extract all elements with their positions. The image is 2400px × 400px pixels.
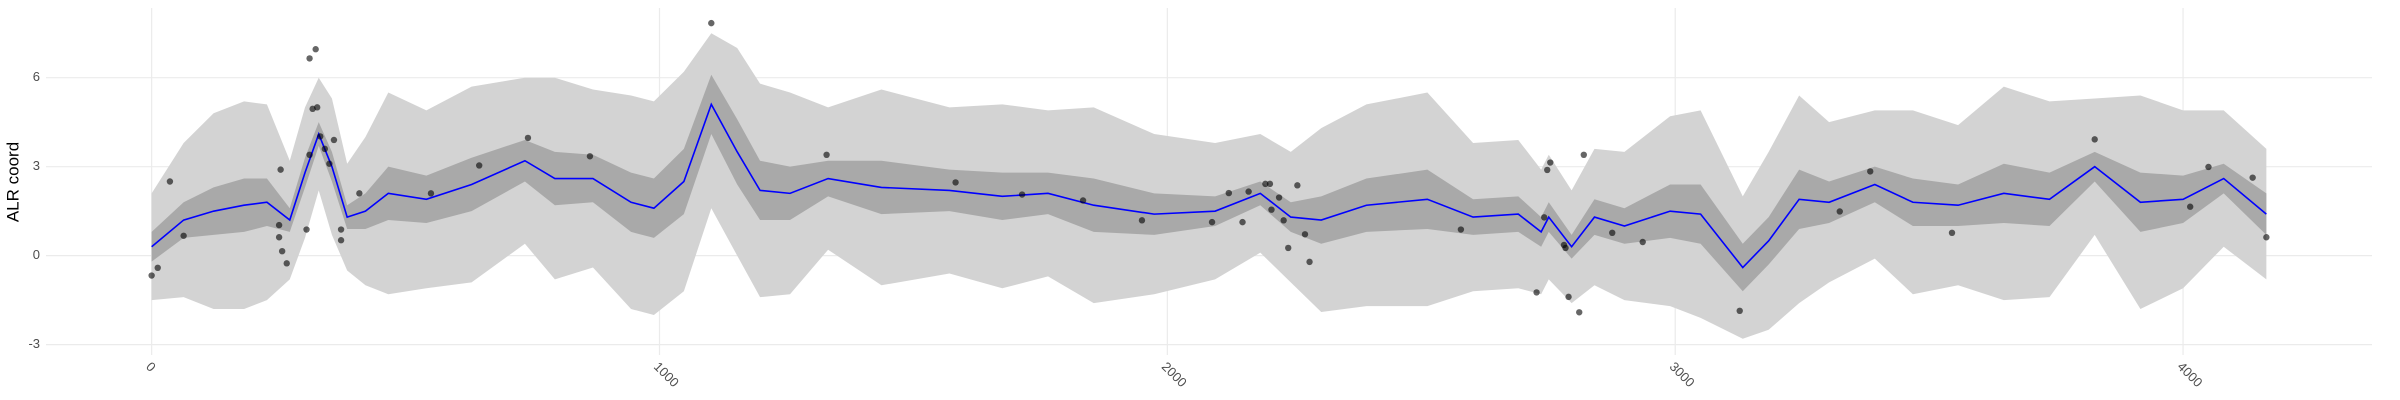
data-point [326,160,333,167]
data-point [1138,217,1146,224]
x-tick-label: 4000 [2175,359,2206,390]
data-point [1208,218,1216,226]
data-point [524,134,532,142]
y-tick-label: 3 [33,158,40,173]
data-point [275,234,283,241]
data-point [1275,194,1283,201]
data-point [180,232,187,239]
data-point [1533,289,1540,296]
data-point [1457,226,1465,233]
data-point [1301,231,1309,238]
data-point [337,237,345,244]
data-point [1948,229,1956,237]
data-point [306,55,313,62]
data-point [1285,244,1292,252]
data-point [1280,217,1287,224]
data-point [823,151,830,159]
data-point [952,179,959,186]
data-point [1580,151,1588,159]
data-point [313,104,321,111]
data-point [277,166,284,173]
data-point [1544,166,1551,174]
data-point [1565,293,1572,301]
x-tick-label: 1000 [651,359,682,390]
y-tick-label: 6 [33,69,40,84]
data-point [476,162,483,169]
data-point [427,190,435,197]
data-point [1306,258,1313,266]
data-point [2263,234,2270,241]
data-point [166,178,174,185]
data-point [278,247,286,255]
data-point [2186,203,2194,210]
data-point [306,151,313,159]
data-point [1262,180,1269,188]
data-point [708,19,715,27]
data-point [2205,163,2212,171]
data-point [1836,208,1843,215]
x-tick-label: 2000 [1159,359,1190,390]
data-point [1018,191,1026,198]
data-point [317,133,324,140]
data-point [1576,309,1583,316]
data-point [303,226,310,233]
data-point [1736,307,1743,315]
interval-band [151,74,2267,292]
data-point [1245,188,1252,195]
data-point [1225,189,1233,197]
y-tick-label: 0 [33,247,40,262]
data-point [154,264,161,272]
data-point [1562,244,1569,252]
mean-line [151,102,2267,269]
x-tick-label: 0 [143,359,159,375]
data-point [586,153,594,160]
data-point [1867,168,1874,175]
x-tick-label: 3000 [1667,359,1698,390]
data-point [1294,182,1301,189]
data-point [2249,174,2256,181]
data-point [148,272,155,279]
data-point [1639,238,1646,246]
data-point [1079,197,1087,204]
y-tick-label: -3 [28,336,40,351]
data-point [283,260,290,267]
data-point [1547,159,1554,166]
data-point [330,136,338,144]
data-point [1268,206,1275,213]
data-point [1266,180,1274,188]
data-point [337,226,345,233]
data-point [356,190,363,197]
data-point [1609,229,1616,237]
data-point [275,221,283,229]
data-point [2091,136,2098,143]
data-point [321,145,329,153]
data-point [1540,214,1548,221]
y-axis-title: ALR coord [3,142,22,222]
data-point [1239,218,1246,226]
data-point [312,46,319,53]
